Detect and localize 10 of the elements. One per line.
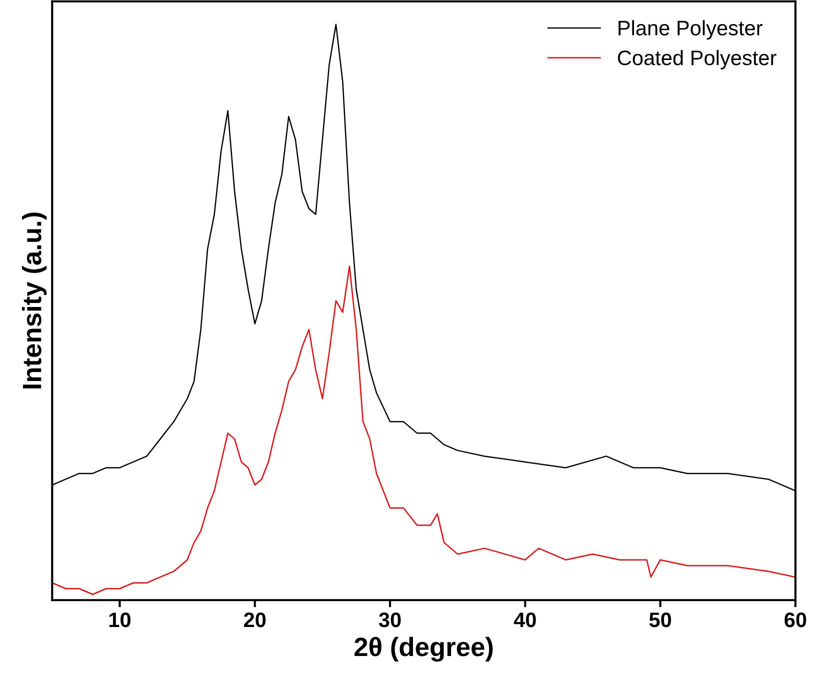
x-tick-label: 40 <box>514 612 536 628</box>
x-axis-title: 2θ (degree) <box>354 636 493 662</box>
x-tick-label: 10 <box>109 612 130 628</box>
x-tick-label: 60 <box>784 612 806 628</box>
y-axis-title: Intensity (a.u.) <box>22 212 47 388</box>
x-tick-label: 20 <box>244 612 266 628</box>
legend-label: Coated Polyester <box>618 50 776 70</box>
x-tick-label: 30 <box>378 612 401 628</box>
x-tick-label: 50 <box>649 612 672 628</box>
legend-label: Plane Polyester <box>618 20 762 40</box>
